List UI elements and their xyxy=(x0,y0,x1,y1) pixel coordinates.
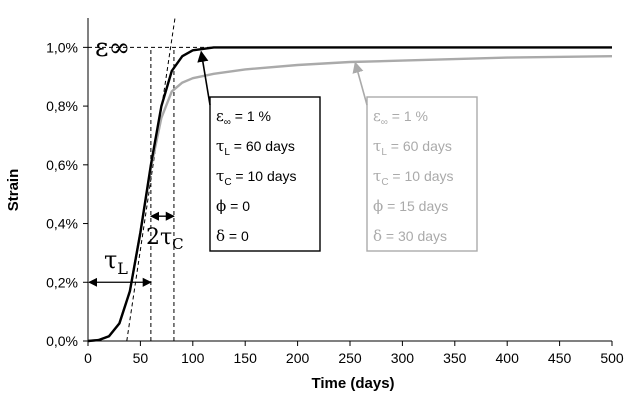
y-tick-label: 0,4% xyxy=(46,216,78,232)
x-axis-title: Time (days) xyxy=(311,375,394,392)
parameter-line: τC = 10 days xyxy=(216,167,297,188)
parameter-symbol: ε xyxy=(373,107,381,125)
parameter-box-pointer xyxy=(197,50,211,106)
parameter-subscript: C xyxy=(224,177,231,188)
x-tick-label: 350 xyxy=(443,350,467,366)
parameter-line: τC = 10 days xyxy=(373,167,454,188)
parameter-symbol: ϕ xyxy=(216,197,226,215)
parameter-line: τL = 60 days xyxy=(373,137,452,158)
parameter-subscript: C xyxy=(381,177,388,188)
parameter-line: ϕ = 15 days xyxy=(373,197,448,215)
x-tick-label: 300 xyxy=(391,350,415,366)
parameter-value: = 1 % xyxy=(231,108,271,124)
parameter-symbol: τ xyxy=(373,167,381,185)
parameter-box-frame xyxy=(366,96,478,252)
parameter-symbol: τ xyxy=(216,137,224,155)
parameter-value: = 1 % xyxy=(388,108,428,124)
parameter-symbol: ϕ xyxy=(373,197,383,215)
parameter-symbol: δ xyxy=(216,227,225,245)
y-tick-label: 0,6% xyxy=(46,157,78,173)
parameter-subscript: ∞ xyxy=(224,117,231,128)
parameter-line: ϕ = 0 xyxy=(216,197,250,215)
parameter-value: = 0 xyxy=(226,198,250,214)
parameter-symbol: ε xyxy=(216,107,224,125)
x-tick-label: 100 xyxy=(181,350,205,366)
parameter-box-pointer xyxy=(352,61,368,106)
parameter-value: = 10 days xyxy=(389,168,454,184)
parameter-subscript: ∞ xyxy=(381,117,388,128)
parameter-line: ε∞ = 1 % xyxy=(216,107,271,128)
asymptote-label: ε∞ xyxy=(95,33,130,63)
series-line xyxy=(87,55,613,343)
x-tick-label: 0 xyxy=(84,350,92,366)
parameter-symbol: δ xyxy=(373,227,382,245)
x-tick-label: 400 xyxy=(496,350,520,366)
x-tick-label: 500 xyxy=(600,350,624,366)
x-tick-label: 250 xyxy=(338,350,362,366)
axes-layer: 0 50 100 150 200 250 300 350 400 450 500 0,0% 0,2% 0,… xyxy=(46,18,624,366)
parameter-symbol: τ xyxy=(373,137,381,155)
tau-l-subscript: L xyxy=(117,259,128,278)
parameter-value: = 60 days xyxy=(387,138,452,154)
x-tick-label: 150 xyxy=(234,350,258,366)
parameter-line: δ = 0 xyxy=(216,227,249,245)
parameter-subscript: L xyxy=(381,147,387,158)
parameter-value: = 0 xyxy=(225,228,249,244)
y-tick-label: 1,0% xyxy=(46,39,78,55)
x-tick-label: 450 xyxy=(548,350,572,366)
x-tick-label: 200 xyxy=(286,350,310,366)
y-axis-title: Strain xyxy=(5,169,22,212)
two-tau-c-subscript: C xyxy=(172,235,183,253)
x-tick-label: 50 xyxy=(133,350,149,366)
y-tick-label: 0,2% xyxy=(46,274,78,290)
y-tick-label: 0,0% xyxy=(46,333,78,349)
parameter-value: = 60 days xyxy=(230,138,295,154)
two-tau-c-label: 2τC xyxy=(146,225,184,253)
parameter-box-frame xyxy=(209,96,321,252)
parameter-symbol: τ xyxy=(216,167,224,185)
tau-l-label: τL xyxy=(104,246,128,278)
parameter-line: δ = 30 days xyxy=(373,227,447,245)
parameter-value: = 10 days xyxy=(232,168,297,184)
series-layer xyxy=(87,46,613,343)
parameter-line: ε∞ = 1 % xyxy=(373,107,428,128)
parameter-subscript: L xyxy=(224,147,230,158)
parameter-line: τL = 60 days xyxy=(216,137,295,158)
parameter-value: = 15 days xyxy=(383,198,448,214)
guide-layer xyxy=(88,17,612,342)
series-line xyxy=(87,46,612,343)
y-tick-label: 0,8% xyxy=(46,98,78,114)
parameter-value: = 30 days xyxy=(382,228,447,244)
annotation-layer: ε∞ τL 2τC xyxy=(88,33,184,287)
